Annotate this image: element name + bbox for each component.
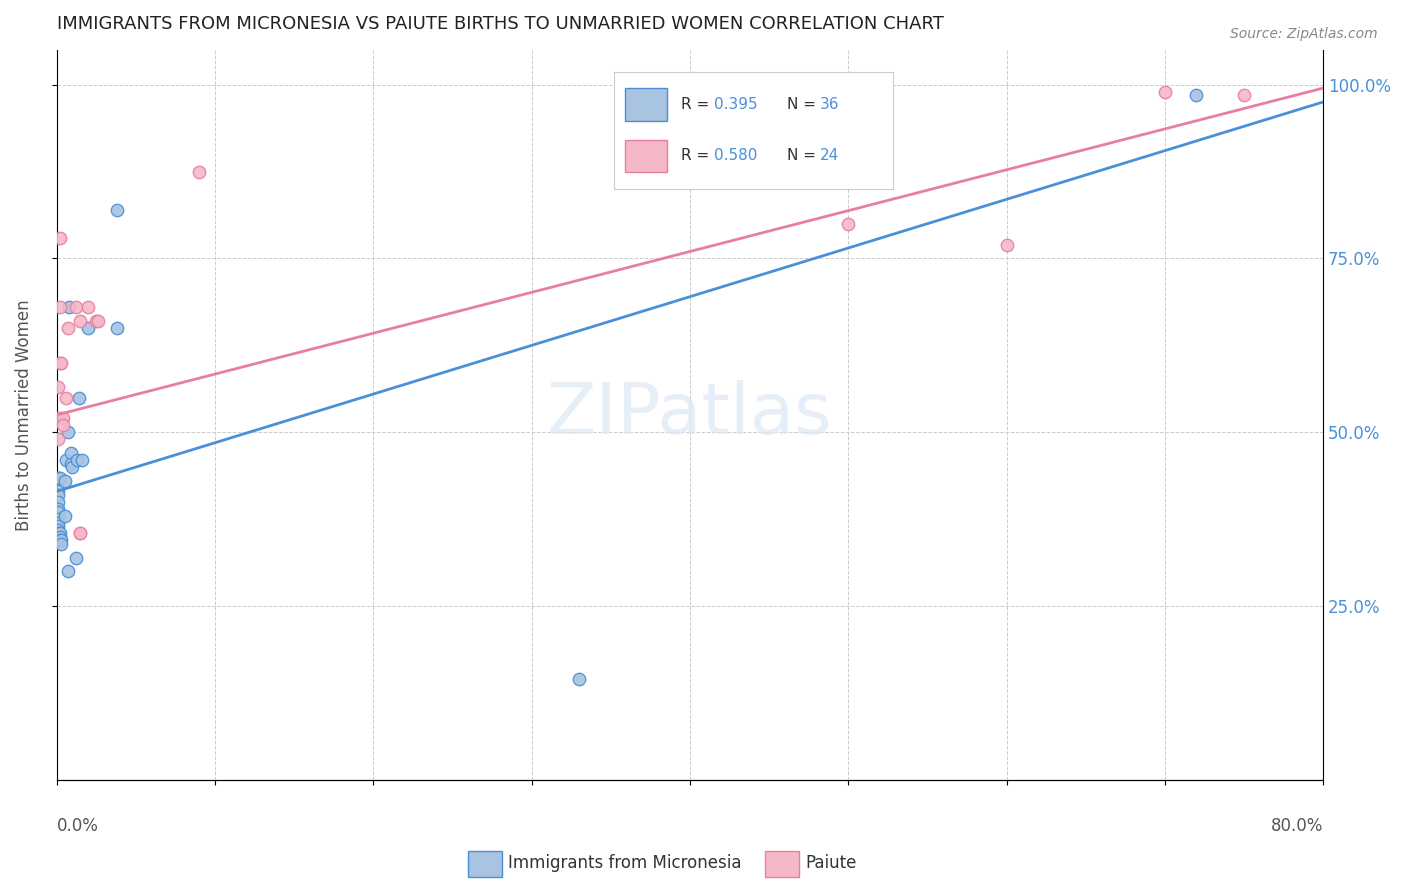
Point xyxy=(49,230,72,244)
Point xyxy=(67,391,90,405)
Point xyxy=(66,453,89,467)
Point xyxy=(995,237,1018,252)
Point xyxy=(59,446,82,460)
Point xyxy=(56,565,79,579)
Point xyxy=(46,519,69,533)
Text: Immigrants from Micronesia: Immigrants from Micronesia xyxy=(508,854,741,872)
Point xyxy=(70,453,93,467)
Point xyxy=(105,202,128,217)
FancyBboxPatch shape xyxy=(468,851,502,877)
Point xyxy=(49,533,72,548)
Point xyxy=(77,300,100,314)
Point xyxy=(87,314,110,328)
Point xyxy=(77,321,100,335)
Point xyxy=(188,164,211,178)
Y-axis label: Births to Unmarried Women: Births to Unmarried Women xyxy=(15,299,32,531)
Point xyxy=(46,380,69,394)
Point xyxy=(65,550,87,565)
Point xyxy=(46,470,69,484)
Point xyxy=(1185,88,1208,103)
Point xyxy=(49,526,72,541)
Point xyxy=(69,526,91,541)
Point xyxy=(51,356,73,370)
Point xyxy=(51,411,73,425)
Point xyxy=(1233,88,1256,103)
Text: 80.0%: 80.0% xyxy=(1271,816,1323,835)
Point xyxy=(84,314,107,328)
Point xyxy=(837,217,859,231)
Point xyxy=(56,425,79,440)
Point xyxy=(49,356,72,370)
FancyBboxPatch shape xyxy=(765,851,799,877)
Text: ZIPatlas: ZIPatlas xyxy=(547,381,832,450)
Point xyxy=(49,530,72,544)
Text: Source: ZipAtlas.com: Source: ZipAtlas.com xyxy=(1230,27,1378,41)
Point xyxy=(55,453,77,467)
Point xyxy=(65,300,87,314)
Point xyxy=(51,536,73,550)
Point xyxy=(46,470,69,484)
Point xyxy=(46,526,69,541)
Point xyxy=(105,321,128,335)
Point xyxy=(53,474,76,488)
Text: IMMIGRANTS FROM MICRONESIA VS PAIUTE BIRTHS TO UNMARRIED WOMEN CORRELATION CHART: IMMIGRANTS FROM MICRONESIA VS PAIUTE BIR… xyxy=(56,15,943,33)
Text: Paiute: Paiute xyxy=(806,854,856,872)
Point xyxy=(46,484,69,499)
Point xyxy=(46,495,69,509)
Point xyxy=(52,418,75,433)
Point xyxy=(46,432,69,446)
Point xyxy=(568,672,591,686)
Point xyxy=(69,314,91,328)
Point xyxy=(59,457,82,471)
Point xyxy=(46,488,69,502)
Point xyxy=(55,391,77,405)
Text: 0.0%: 0.0% xyxy=(56,816,98,835)
Point xyxy=(52,411,75,425)
Point xyxy=(46,512,69,526)
Point xyxy=(46,411,69,425)
Point xyxy=(51,533,73,548)
Point xyxy=(69,526,91,541)
Point xyxy=(46,505,69,519)
Point xyxy=(46,501,69,516)
Point xyxy=(1153,85,1175,99)
Point xyxy=(49,470,72,484)
Point xyxy=(46,523,69,537)
Point xyxy=(53,508,76,523)
Point xyxy=(49,300,72,314)
Point xyxy=(56,321,79,335)
Point xyxy=(46,516,69,530)
Point xyxy=(58,300,80,314)
Point xyxy=(62,460,84,475)
